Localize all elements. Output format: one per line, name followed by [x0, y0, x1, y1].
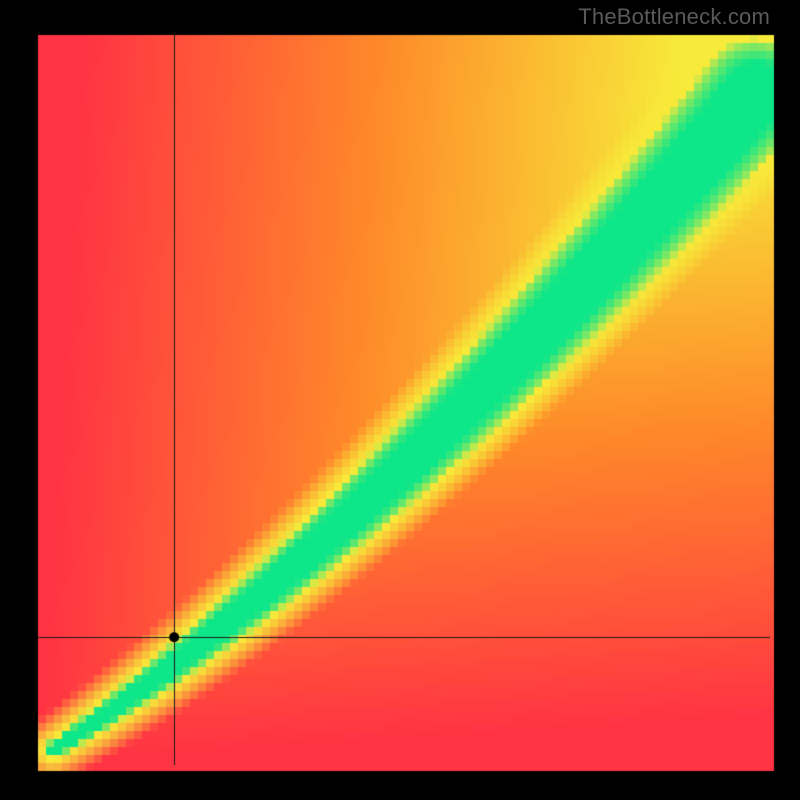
bottleneck-heatmap [0, 0, 800, 800]
chart-container: TheBottleneck.com [0, 0, 800, 800]
watermark-text: TheBottleneck.com [578, 4, 770, 30]
